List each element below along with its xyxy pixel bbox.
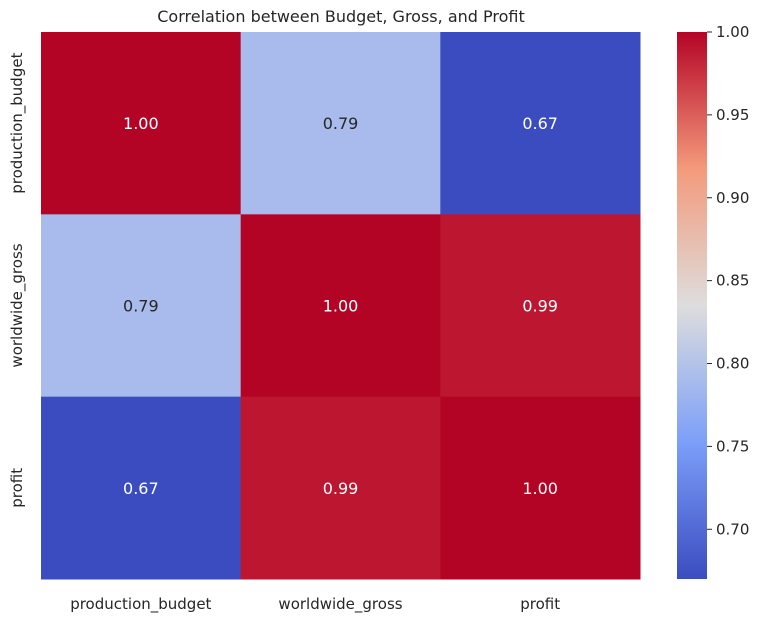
heatmap-cell-worldwide-gross-production-budget <box>41 214 242 398</box>
cell-annotation: 0.79 <box>123 297 159 316</box>
colorbar-tick-label: 0.70 <box>716 520 749 538</box>
heatmap-cells <box>41 32 641 580</box>
cell-annotations: 1.00 0.79 0.67 0.79 1.00 0.99 0.67 0.99 1.00 <box>123 114 558 498</box>
colorbar <box>677 32 707 579</box>
cell-annotation: 1.00 <box>123 114 159 133</box>
heatmap-cell-profit-profit <box>440 396 641 580</box>
cell-annotation: 0.79 <box>323 114 359 133</box>
chart-title: Correlation between Budget, Gross, and P… <box>157 7 524 26</box>
cell-annotation: 0.67 <box>123 479 159 498</box>
heatmap-cell-profit-worldwide-gross <box>240 396 441 580</box>
cell-annotation: 0.99 <box>522 297 558 316</box>
heatmap-cell-worldwide-gross-profit <box>440 214 641 398</box>
cell-annotation: 0.99 <box>323 479 359 498</box>
heatmap-cell-production-budget-profit <box>440 32 641 215</box>
cell-annotation: 0.67 <box>522 114 558 133</box>
x-axis-tick-labels: production_budget worldwide_gross profit <box>70 595 560 614</box>
heatmap-cell-production-budget-production-budget <box>41 32 242 215</box>
heatmap-cell-worldwide-gross-worldwide-gross <box>240 214 441 398</box>
colorbar-tick-label: 0.80 <box>716 355 749 373</box>
colorbar-tick-label: 0.95 <box>716 106 749 124</box>
y-tick-label: worldwide_gross <box>8 243 27 367</box>
x-tick-label: profit <box>520 595 560 613</box>
y-tick-label: profit <box>8 468 26 508</box>
colorbar-tick-label: 0.75 <box>716 437 749 455</box>
y-tick-label: production_budget <box>8 52 27 193</box>
cell-annotation: 1.00 <box>323 297 359 316</box>
heatmap-cell-profit-production-budget <box>41 396 242 580</box>
cell-annotation: 1.00 <box>522 479 558 498</box>
colorbar-tick-label: 1.00 <box>716 23 749 41</box>
colorbar-ticks: 0.70 0.75 0.80 0.85 0.90 0.95 1.00 <box>707 23 749 538</box>
x-tick-label: production_budget <box>70 595 211 614</box>
colorbar-tick-label: 0.85 <box>716 272 749 290</box>
x-tick-label: worldwide_gross <box>278 595 402 614</box>
colorbar-tick-label: 0.90 <box>716 189 749 207</box>
heatmap-cell-production-budget-worldwide-gross <box>240 32 441 215</box>
